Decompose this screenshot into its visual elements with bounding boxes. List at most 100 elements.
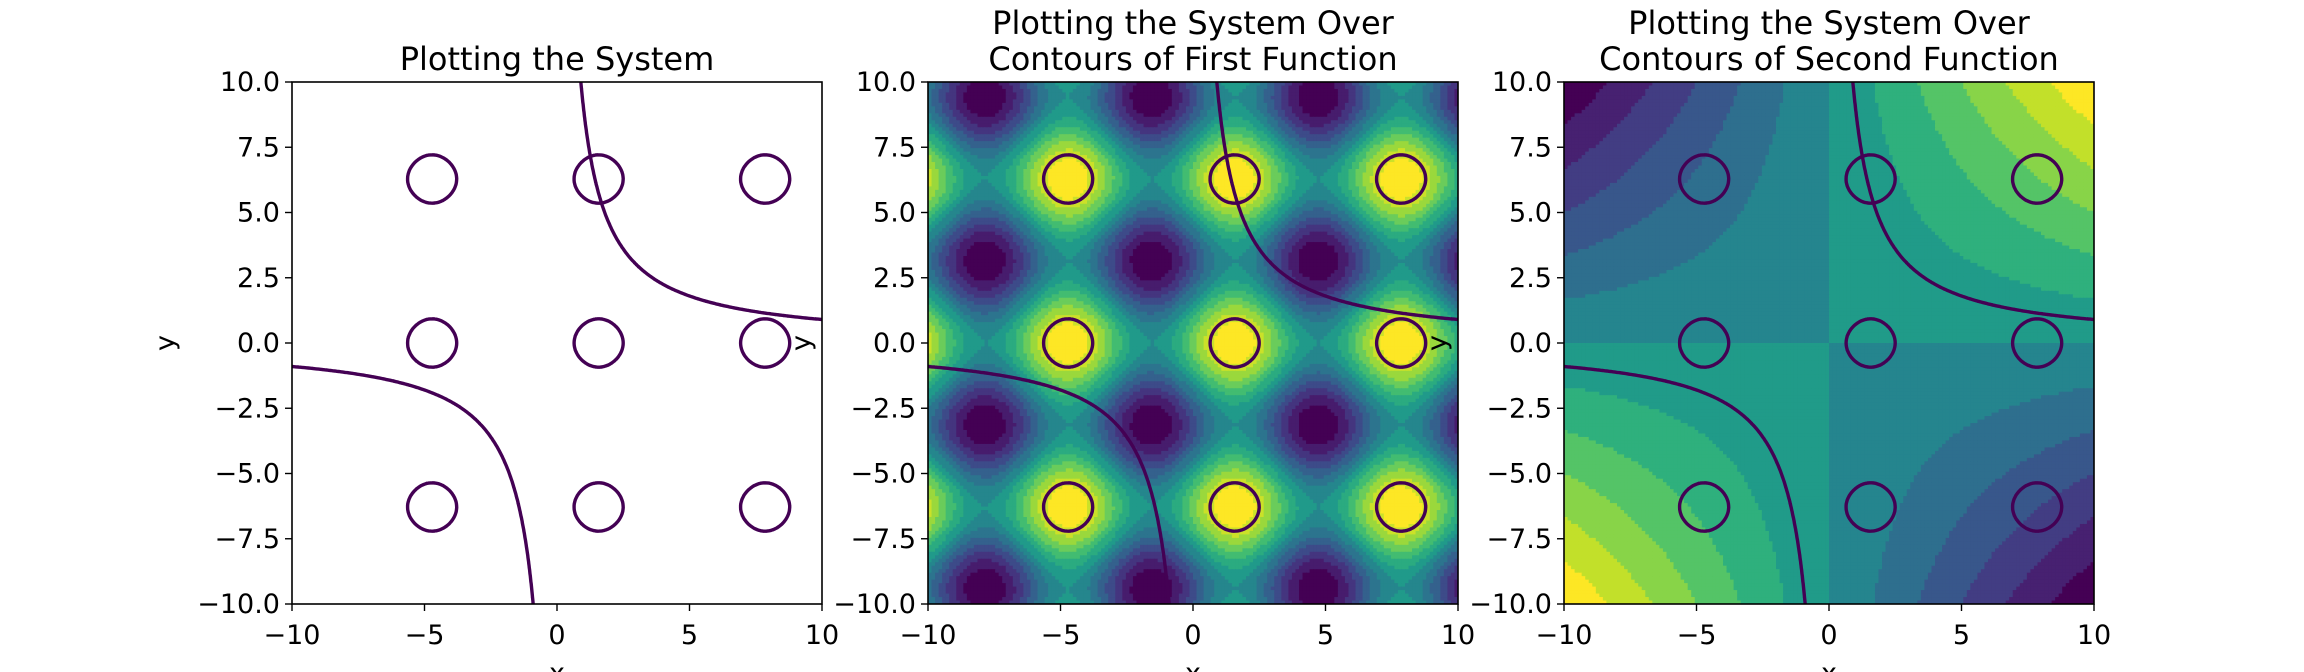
- contour-fill-cell: [942, 99, 947, 104]
- contour-fill-cell: [1454, 113, 1458, 118]
- contour-fill-cell: [1359, 165, 1364, 170]
- contour-fill-cell: [935, 123, 940, 128]
- contour-fill-cell: [1352, 158, 1357, 163]
- contour-fill-cell: [1274, 144, 1279, 149]
- contour-fill-cell: [1034, 116, 1039, 121]
- contour-fill-cell: [1429, 113, 1434, 118]
- contour-fill-cell: [1203, 130, 1208, 135]
- contour-fill-cell: [1390, 99, 1395, 104]
- contour-fill-cell: [1330, 189, 1335, 194]
- contour-fill-cell: [1376, 127, 1381, 132]
- contour-fill-cell: [1023, 92, 1028, 97]
- contour-fill-cell: [1051, 186, 1056, 191]
- contour-fill-cell: [1026, 172, 1032, 177]
- contour-fill-cell: [1334, 120, 1339, 125]
- contour-fill-cell: [1136, 130, 1141, 135]
- contour-fill-cell: [995, 85, 1000, 90]
- contour-fill-cell: [1401, 172, 1406, 177]
- contour-fill-cell: [1012, 137, 1017, 142]
- contour-fill-cell: [1369, 130, 1374, 135]
- contour-fill-cell: [1115, 193, 1120, 198]
- contour-fill-cell: [970, 109, 975, 114]
- contour-fill-cell: [1306, 109, 1311, 114]
- contour-fill-cell: [1083, 165, 1088, 170]
- contour-fill-cell: [1111, 82, 1116, 87]
- contour-fill-cell: [1263, 120, 1268, 125]
- contour-fill-cell: [1217, 137, 1222, 142]
- contour-fill-cell: [1299, 162, 1304, 167]
- contour-fill-cell: [1309, 141, 1314, 146]
- contour-fill-cell: [945, 134, 950, 139]
- contour-fill-cell: [1009, 148, 1014, 153]
- contour-fill-cell: [1048, 151, 1053, 156]
- contour-fill-cell: [963, 134, 968, 139]
- contour-fill-cell: [1270, 130, 1275, 135]
- contour-fill-cell: [1426, 134, 1431, 139]
- contour-fill-cell: [1313, 130, 1318, 135]
- contour-fill-cell: [1337, 88, 1342, 94]
- contour-fill-cell: [1009, 186, 1014, 191]
- contour-fill-cell: [1394, 179, 1399, 184]
- contour-fill-cell: [1443, 165, 1448, 170]
- contour-fill-cell: [1125, 148, 1130, 153]
- contour-fill-cell: [1284, 169, 1289, 174]
- contour-fill-cell: [1249, 95, 1254, 100]
- contour-fill-cell: [1189, 134, 1194, 139]
- contour-fill-cell: [1207, 102, 1212, 107]
- contour-fill-cell: [1125, 189, 1130, 194]
- contour-fill-cell: [949, 189, 954, 194]
- contour-fill-cell: [1214, 165, 1219, 170]
- contour-fill-cell: [973, 175, 979, 181]
- contour-fill-cell: [1295, 109, 1300, 114]
- contour-fill-cell: [942, 109, 947, 114]
- contour-fill-cell: [1376, 95, 1381, 100]
- contour-fill-cell: [1041, 189, 1046, 194]
- contour-fill-cell: [1087, 88, 1092, 94]
- contour-fill-cell: [1263, 186, 1268, 191]
- contour-fill-cell: [1101, 148, 1106, 153]
- contour-fill-cell: [1111, 169, 1116, 174]
- contour-fill-cell: [1369, 155, 1374, 160]
- contour-fill-cell: [1376, 134, 1381, 139]
- contour-fill-cell: [1200, 92, 1205, 97]
- contour-fill-cell: [1016, 179, 1021, 184]
- contour-fill-cell: [1009, 95, 1014, 100]
- contour-fill-cell: [931, 127, 936, 132]
- contour-fill-cell: [1415, 88, 1420, 94]
- contour-fill-cell: [1291, 85, 1297, 90]
- contour-fill-cell: [1037, 165, 1042, 170]
- contour-fill-cell: [1164, 109, 1169, 114]
- contour-fill-cell: [1408, 88, 1413, 94]
- hyperbola-curve: [292, 82, 822, 604]
- contour-fill-cell: [1376, 120, 1381, 125]
- contour-fill-cell: [1083, 82, 1088, 87]
- contour-fill-cell: [1383, 99, 1388, 104]
- contour-fill-cell: [1101, 88, 1106, 94]
- contour-fill-cell: [1334, 123, 1339, 128]
- contour-fill-cell: [935, 120, 940, 125]
- contour-fill-cell: [1288, 175, 1293, 181]
- contour-fill-cell: [1094, 144, 1099, 149]
- contour-fill-cell: [1238, 151, 1244, 156]
- contour-fill-cell: [1051, 193, 1056, 198]
- contour-fill-cell: [1380, 92, 1385, 97]
- contour-fill-cell: [1426, 88, 1431, 94]
- contour-fill-cell: [1316, 85, 1321, 90]
- contour-fill-cell: [1182, 102, 1187, 107]
- contour-fill-cell: [1058, 182, 1063, 187]
- contour-fill-cell: [1263, 106, 1268, 111]
- contour-fill-cell: [1422, 162, 1427, 167]
- contour-fill-cell: [1302, 186, 1307, 191]
- contour-fill-cell: [1118, 109, 1123, 114]
- contour-fill-cell: [1316, 141, 1321, 146]
- contour-fill-cell: [1150, 106, 1155, 111]
- contour-fill-cell: [1147, 162, 1152, 167]
- contour-fill-cell: [1443, 123, 1448, 128]
- contour-fill-cell: [942, 196, 947, 201]
- contour-fill-cell: [1362, 106, 1367, 111]
- contour-fill-cell: [1200, 141, 1205, 146]
- contour-fill-cell: [1288, 137, 1293, 142]
- contour-fill-cell: [1150, 120, 1155, 125]
- contour-fill-cell: [1221, 189, 1226, 194]
- contour-fill-cell: [1309, 99, 1314, 104]
